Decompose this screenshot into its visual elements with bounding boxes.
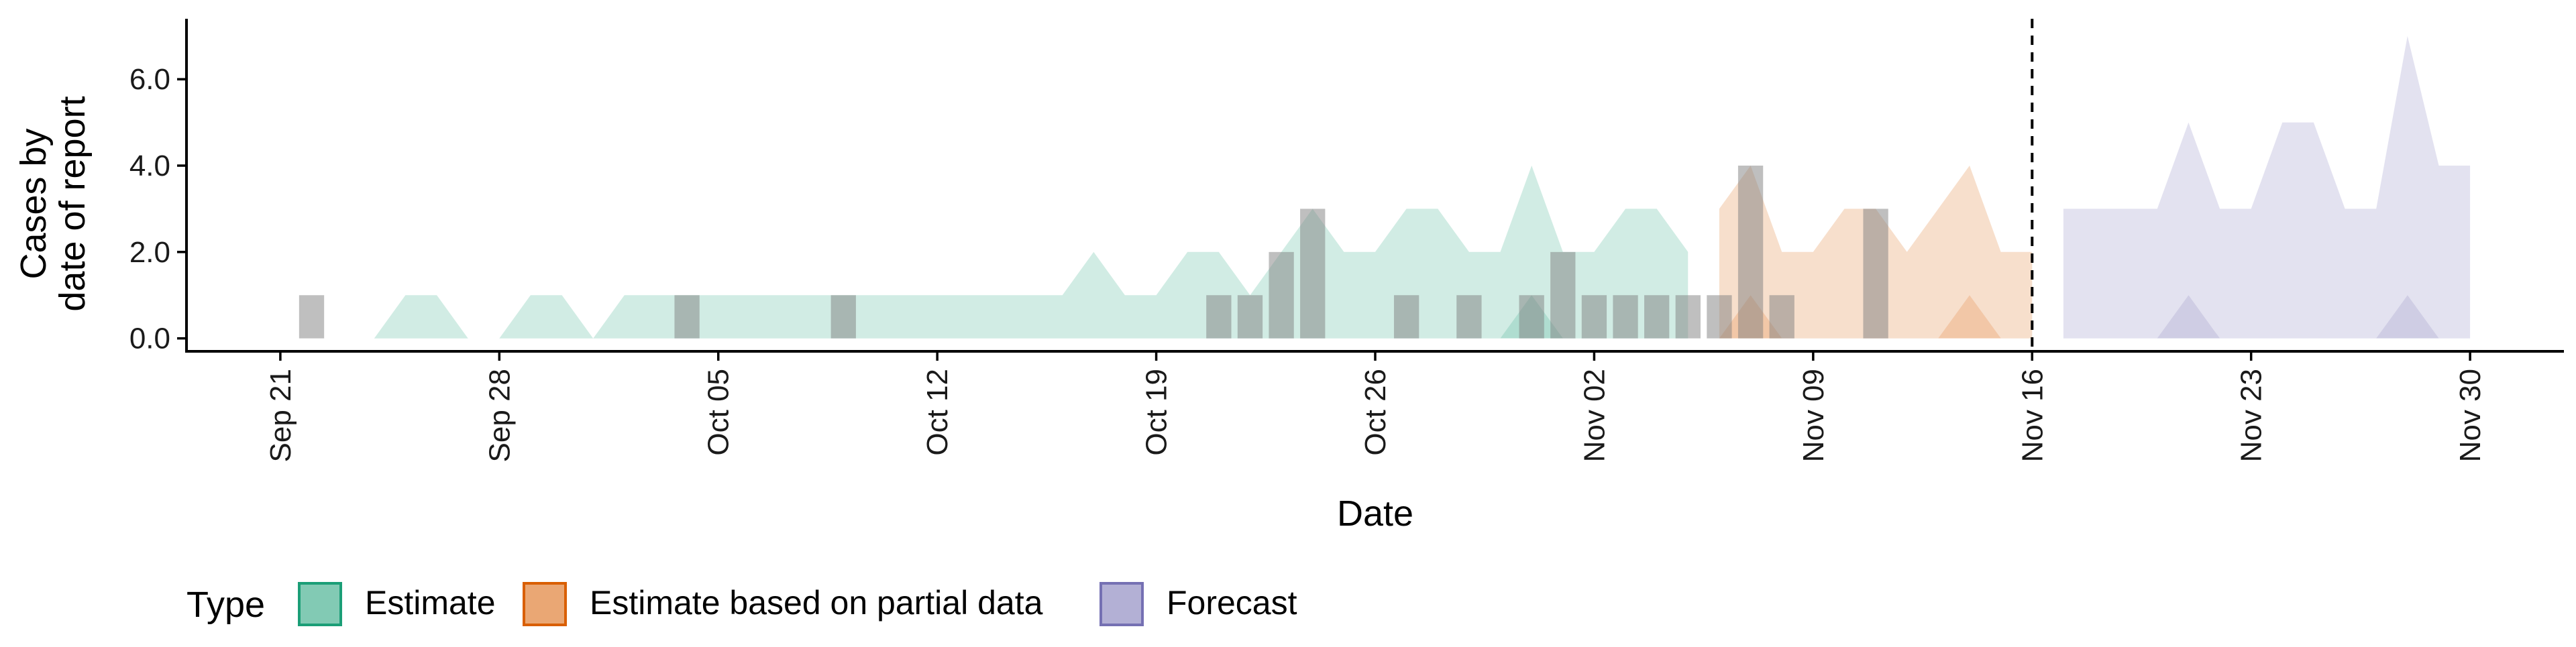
band-outer-2 [2063,36,2471,339]
legend: Type Estimate Estimate based on partial da… [186,582,1297,626]
y-axis-title: Cases bydate of report [13,96,93,311]
reported-bar-13 [1644,295,1670,339]
legend-label-2: Forecast [1167,584,1297,622]
legend-label-0: Estimate [365,584,496,622]
band-outer-0 [311,166,1688,339]
reported-bar-2 [830,295,856,339]
y-tick-label-3: 6.0 [129,63,170,96]
legend-key-0 [298,582,342,626]
reported-bar-17 [1769,295,1794,339]
x-tick-label-8: Nov 16 [2016,369,2049,462]
x-tick-label-9: Nov 23 [2235,369,2268,462]
band-inner-1 [1938,295,2001,339]
reported-bar-10 [1550,251,1576,339]
reported-bar-9 [1519,295,1544,339]
y-tick-label-0: 0.0 [129,322,170,355]
x-tick-label-1: Sep 28 [483,369,516,462]
x-tick-label-7: Nov 09 [1797,369,1830,462]
reported-bar-4 [1237,295,1263,339]
reported-bar-1 [674,295,700,339]
x-tick-label-0: Sep 21 [264,369,297,462]
reported-bar-3 [1206,295,1232,339]
reported-case-bars [299,166,1888,339]
x-tick-label-3: Oct 12 [921,369,954,456]
reported-bar-11 [1581,295,1607,339]
band-inner-2 [2376,295,2439,339]
x-tick-label-2: Oct 05 [702,369,735,456]
x-axis-title: Date [1337,493,1413,534]
legend-title: Type [186,585,265,625]
reported-bar-15 [1707,295,1732,339]
reported-bar-6 [1300,209,1326,339]
y-tick-label-1: 2.0 [129,236,170,269]
legend-key-1 [523,582,567,626]
y-axis-title-line-0: Cases by [13,128,54,279]
axes: 0.0 2.0 4.0 6.0 Sep 21 Sep 28 Oct 05 Oct 12 Oct … [13,19,2564,534]
x-tick-label-10: Nov 30 [2454,369,2487,462]
reported-bar-0 [299,295,325,339]
prediction-bands [311,36,2471,339]
legend-key-2 [1099,582,1144,626]
x-tick-label-4: Oct 19 [1140,369,1173,456]
reported-bar-18 [1863,209,1888,339]
reported-bar-14 [1675,295,1701,339]
reported-bar-7 [1393,295,1419,339]
reported-bar-12 [1613,295,1638,339]
y-tick-label-2: 4.0 [129,150,170,182]
x-tick-label-5: Oct 26 [1359,369,1392,456]
y-axis-title-line-1: date of report [52,96,93,311]
band-inner-2 [2157,295,2220,339]
reported-bar-8 [1456,295,1482,339]
reported-bar-16 [1737,166,1764,339]
x-tick-label-6: Nov 02 [1578,369,1611,462]
legend-label-1: Estimate based on partial data [590,584,1043,622]
reported-bar-5 [1269,251,1294,339]
